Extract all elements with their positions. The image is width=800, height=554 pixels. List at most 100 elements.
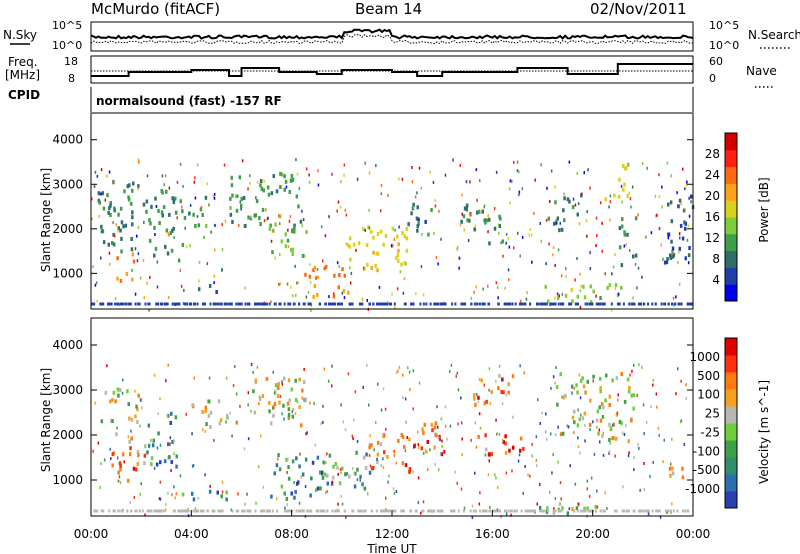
scatter-cell — [325, 491, 327, 495]
scatter-cell — [154, 233, 156, 236]
scatter-cell — [559, 509, 562, 513]
scatter-cell — [672, 509, 675, 513]
scatter-cell — [552, 509, 555, 513]
scatter-cell — [461, 453, 463, 457]
scatter-cell — [237, 509, 240, 513]
scatter-cell — [618, 245, 622, 250]
scatter-cell — [673, 302, 676, 306]
colorbar-tick-label: 500 — [697, 369, 720, 383]
scatter-cell — [493, 207, 496, 211]
scatter-cell — [337, 502, 339, 506]
scatter-cell — [641, 509, 644, 513]
scatter-cell — [127, 195, 130, 200]
scatter-cell — [416, 205, 419, 210]
scatter-cell — [669, 473, 672, 478]
scatter-cell — [609, 218, 611, 222]
scatter-cell — [651, 509, 654, 513]
scatter-cell — [487, 302, 490, 306]
scatter-cell — [238, 175, 241, 180]
scatter-cell — [171, 228, 174, 233]
scatter-cell — [504, 441, 507, 446]
scatter-cell — [121, 452, 125, 457]
scatter-cell — [576, 212, 579, 217]
scatter-cell — [247, 187, 249, 191]
scatter-cell — [182, 184, 184, 188]
scatter-cell — [137, 158, 140, 162]
scatter-cell — [475, 445, 478, 449]
y-tick-label: 2000 — [52, 428, 83, 442]
scatter-cell — [343, 509, 346, 513]
scatter-cell — [626, 194, 629, 198]
scatter-cell — [295, 293, 297, 297]
scatter-cell — [410, 509, 413, 513]
scatter-cell — [131, 222, 134, 227]
scatter-cell — [156, 446, 159, 450]
scatter-cell — [290, 491, 293, 496]
scatter-cell — [215, 290, 218, 294]
scatter-cell — [195, 509, 198, 513]
scatter-cell — [596, 234, 598, 237]
scatter-cell — [248, 509, 250, 513]
scatter-cell — [614, 454, 616, 458]
scatter-cell — [270, 421, 273, 426]
scatter-cell — [483, 218, 486, 223]
scatter-cell — [224, 302, 227, 306]
scatter-cell — [159, 443, 162, 447]
scatter-cell — [387, 193, 389, 197]
scatter-cell — [191, 432, 193, 436]
scatter-cell — [614, 287, 617, 291]
scatter-cell — [417, 443, 420, 447]
scatter-cell — [550, 169, 553, 173]
scatter-cell — [369, 302, 371, 306]
scatter-cell — [278, 214, 282, 219]
scatter-cell — [533, 211, 535, 215]
scatter-cell — [294, 489, 297, 494]
scatter-cell — [185, 412, 187, 416]
scatter-cell — [107, 211, 110, 215]
scatter-cell — [470, 438, 472, 442]
scatter-cell — [159, 480, 162, 484]
scatter-cell — [397, 242, 400, 247]
scatter-cell — [586, 479, 588, 483]
scatter-cell — [565, 275, 567, 279]
scatter-cell — [294, 378, 297, 383]
scatter-cell — [247, 215, 250, 220]
scatter-cell — [540, 163, 542, 167]
scatter-cell — [617, 393, 619, 397]
scatter-cell — [417, 217, 420, 222]
scatter-cell — [560, 227, 564, 232]
scatter-cell — [266, 218, 268, 222]
scatter-cell — [324, 234, 327, 238]
scatter-cell — [292, 408, 294, 411]
scatter-cell — [99, 486, 101, 489]
scatter-cell — [474, 509, 477, 513]
scatter-cell — [367, 225, 370, 230]
scatter-cell — [417, 446, 420, 450]
y-tick-label: 3000 — [52, 177, 83, 191]
scatter-cell — [429, 302, 432, 306]
scatter-cell — [131, 210, 134, 215]
scatter-cell — [669, 509, 672, 513]
scatter-cell — [154, 246, 158, 251]
scatter-cell — [110, 457, 112, 461]
scatter-cell — [574, 302, 577, 306]
scatter-cell — [399, 270, 402, 274]
scatter-cell — [558, 294, 560, 298]
scatter-cell — [330, 302, 332, 306]
scatter-cell — [91, 197, 93, 201]
scatter-cell — [390, 244, 393, 248]
scatter-cell — [579, 289, 582, 293]
scatter-cell — [106, 364, 108, 368]
scatter-cell — [97, 191, 101, 196]
scatter-cell — [299, 509, 302, 513]
scatter-cell — [356, 439, 359, 443]
scatter-cell — [286, 509, 289, 513]
scatter-cell — [498, 364, 501, 368]
scatter-cell — [411, 166, 413, 169]
scatter-cell — [382, 242, 385, 247]
scatter-cell — [188, 211, 191, 216]
scatter-cell — [350, 302, 352, 306]
scatter-cell — [380, 408, 383, 412]
scatter-cell — [560, 274, 563, 278]
scatter-cell — [278, 467, 282, 472]
